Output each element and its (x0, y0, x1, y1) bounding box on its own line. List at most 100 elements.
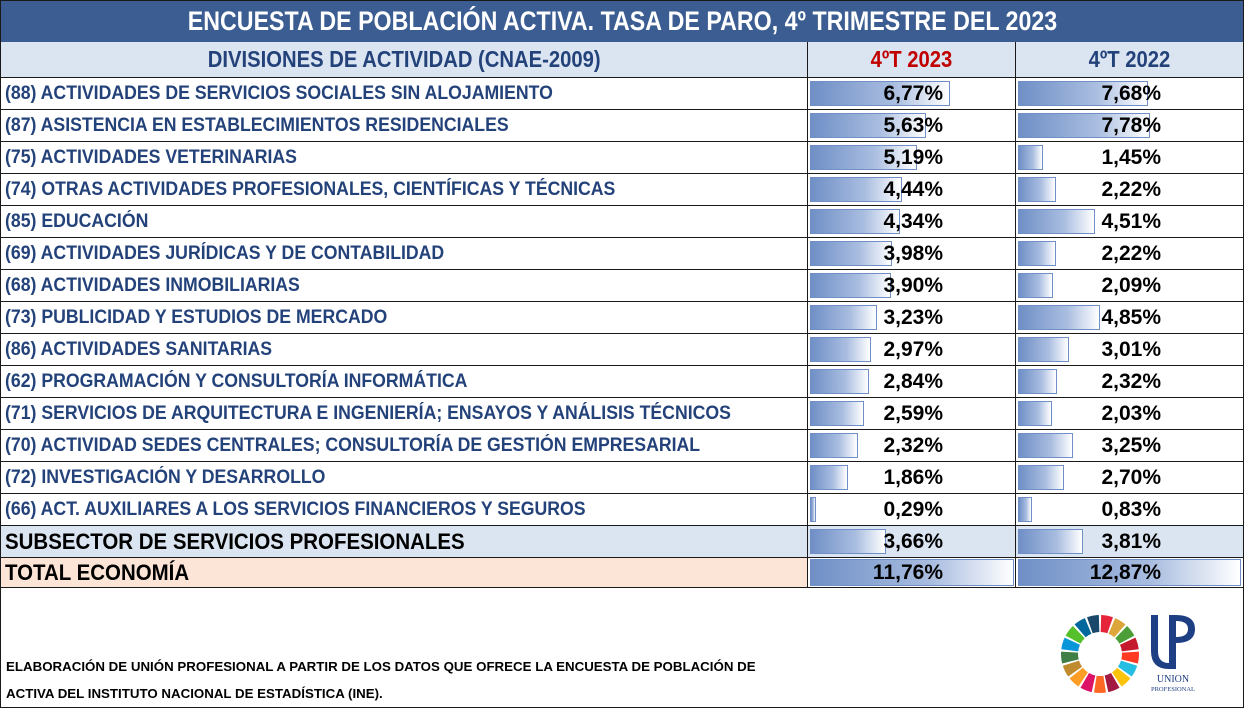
table-row: (66) ACT. AUXILIARES A LOS SERVICIOS FIN… (1, 494, 1243, 526)
value-2023: 3,23% (883, 305, 943, 329)
value-2023: 2,59% (883, 401, 943, 425)
sdg-segment (1061, 651, 1079, 664)
bar-2022 (1018, 559, 1241, 586)
bar-2023 (810, 497, 816, 522)
value-2023: 4,44% (883, 177, 943, 201)
bar-2023 (810, 337, 872, 362)
bar-2022 (1018, 369, 1058, 394)
value-2023: 4,34% (883, 209, 943, 233)
value-2023: 6,77% (883, 81, 943, 105)
row-label: (72) INVESTIGACIÓN Y DESARROLLO (5, 466, 326, 488)
row-label-cell: SUBSECTOR DE SERVICIOS PROFESIONALES (1, 526, 807, 557)
value-2023: 5,19% (883, 145, 943, 169)
bar-2023 (810, 145, 918, 170)
sdg-segment (1117, 660, 1138, 677)
value-2022: 1,45% (1101, 145, 1161, 169)
bar-2022 (1018, 337, 1070, 362)
bar-2023 (810, 241, 893, 266)
total-row: TOTAL ECONOMÍA 11,76% 12,87% (1, 558, 1243, 588)
row-label: (88) ACTIVIDADES DE SERVICIOS SOCIALES S… (5, 82, 553, 104)
table-row: (62) PROGRAMACIÓN Y CONSULTORÍA INFORMÁT… (1, 366, 1243, 398)
bar-2022 (1018, 273, 1054, 298)
value-2022: 3,81% (1101, 529, 1161, 553)
bar-2023 (810, 369, 869, 394)
sdg-segment (1069, 667, 1088, 687)
value-2023: 0,29% (883, 497, 943, 521)
value-2022: 2,03% (1101, 401, 1161, 425)
table-row: (72) INVESTIGACIÓN Y DESARROLLO 1,86% 2,70… (1, 462, 1243, 494)
row-label-cell: TOTAL ECONOMÍA (1, 558, 807, 587)
table-row: (85) EDUCACIÓN 4,34% 4,51% (1, 206, 1243, 238)
bar-2022 (1018, 177, 1056, 202)
sdg-segment (1065, 625, 1085, 644)
value-2022: 4,85% (1101, 305, 1161, 329)
column-header-2022: 4ºT 2022 (1088, 46, 1171, 72)
bar-2023 (810, 559, 1014, 586)
row-label-cell: (85) EDUCACIÓN (1, 206, 807, 237)
row-label-cell: (73) PUBLICIDAD Y ESTUDIOS DE MERCADO (1, 302, 807, 333)
sdg-segment (1061, 637, 1081, 652)
row-label-cell: (70) ACTIVIDAD SEDES CENTRALES; CONSULTO… (1, 430, 807, 461)
sdg-segment (1074, 618, 1092, 638)
value-2023: 2,97% (883, 337, 943, 361)
value-2023: 11,76% (872, 560, 943, 584)
value-2022: 7,68% (1101, 81, 1161, 105)
bar-2022 (1018, 497, 1033, 522)
value-2023: 5,63% (883, 113, 943, 137)
bar-2023 (810, 81, 950, 106)
value-2022: 3,25% (1101, 433, 1161, 457)
row-label: (69) ACTIVIDADES JURÍDICAS Y DE CONTABIL… (5, 242, 445, 264)
row-label: (87) ASISTENCIA EN ESTABLECIMIENTOS RESI… (5, 114, 509, 136)
sdg-segment (1062, 660, 1083, 677)
row-label: (75) ACTIVIDADES VETERINARIAS (5, 146, 297, 168)
row-label: TOTAL ECONOMÍA (5, 559, 190, 585)
value-2022: 0,83% (1101, 497, 1161, 521)
category-column-header: DIVISIONES DE ACTIVIDAD (CNAE-2009) (207, 46, 601, 72)
table-row: (70) ACTIVIDAD SEDES CENTRALES; CONSULTO… (1, 430, 1243, 462)
row-label: (66) ACT. AUXILIARES A LOS SERVICIOS FIN… (5, 498, 586, 520)
bar-2023 (810, 113, 927, 138)
value-2023: 3,98% (883, 241, 943, 265)
bar-2022 (1018, 113, 1150, 138)
bar-2023 (810, 465, 849, 490)
bar-2023 (810, 401, 864, 426)
bar-2022 (1018, 209, 1095, 234)
row-label: (70) ACTIVIDAD SEDES CENTRALES; CONSULTO… (5, 434, 701, 456)
sdg-segment (1119, 637, 1139, 652)
row-label-cell: (71) SERVICIOS DE ARQUITECTURA E INGENIE… (1, 398, 807, 429)
bar-2022 (1018, 241, 1056, 266)
table-row: (69) ACTIVIDADES JURÍDICAS Y DE CONTABIL… (1, 238, 1243, 270)
sdg-segment (1112, 667, 1131, 687)
bar-2022 (1018, 465, 1064, 490)
column-header-2023: 4ºT 2023 (870, 46, 953, 72)
source-note-line-2: ACTIVA DEL INSTITUTO NACIONAL DE ESTADÍS… (6, 686, 383, 701)
bar-2022 (1018, 81, 1149, 106)
table-row: (75) ACTIVIDADES VETERINARIAS 5,19% 1,45% (1, 142, 1243, 174)
value-2022: 2,32% (1101, 369, 1161, 393)
sdg-wheel-icon (1061, 615, 1139, 693)
row-label: (86) ACTIVIDADES SANITARIAS (5, 338, 273, 360)
source-note-line-1: ELABORACIÓN DE UNIÓN PROFESIONAL A PARTI… (6, 659, 756, 674)
sdg-segment (1087, 615, 1100, 634)
bar-2023 (810, 177, 902, 202)
value-2022: 4,51% (1101, 209, 1161, 233)
row-label: (71) SERVICIOS DE ARQUITECTURA E INGENIE… (5, 402, 731, 424)
sdg-segment (1100, 615, 1113, 634)
bar-2023 (810, 433, 858, 458)
table-row: (86) ACTIVIDADES SANITARIAS 2,97% 3,01% (1, 334, 1243, 366)
value-2022: 2,22% (1101, 241, 1161, 265)
subsector-row: SUBSECTOR DE SERVICIOS PROFESIONALES 3,66… (1, 526, 1243, 558)
row-label-cell: (87) ASISTENCIA EN ESTABLECIMIENTOS RESI… (1, 110, 807, 141)
value-2022: 3,01% (1101, 337, 1161, 361)
value-2023: 2,84% (883, 369, 943, 393)
row-label: (62) PROGRAMACIÓN Y CONSULTORÍA INFORMÁT… (5, 370, 468, 392)
row-label: (68) ACTIVIDADES INMOBILIARIAS (5, 274, 300, 296)
bar-2023 (810, 305, 877, 330)
table-row: (88) ACTIVIDADES DE SERVICIOS SOCIALES S… (1, 78, 1243, 110)
table-header-row: DIVISIONES DE ACTIVIDAD (CNAE-2009) 4ºT 2… (1, 42, 1243, 78)
row-label-cell: (74) OTRAS ACTIVIDADES PROFESIONALES, CI… (1, 174, 807, 205)
bar-2023 (810, 209, 900, 234)
row-label: (85) EDUCACIÓN (5, 210, 149, 232)
value-2023: 3,90% (883, 273, 943, 297)
